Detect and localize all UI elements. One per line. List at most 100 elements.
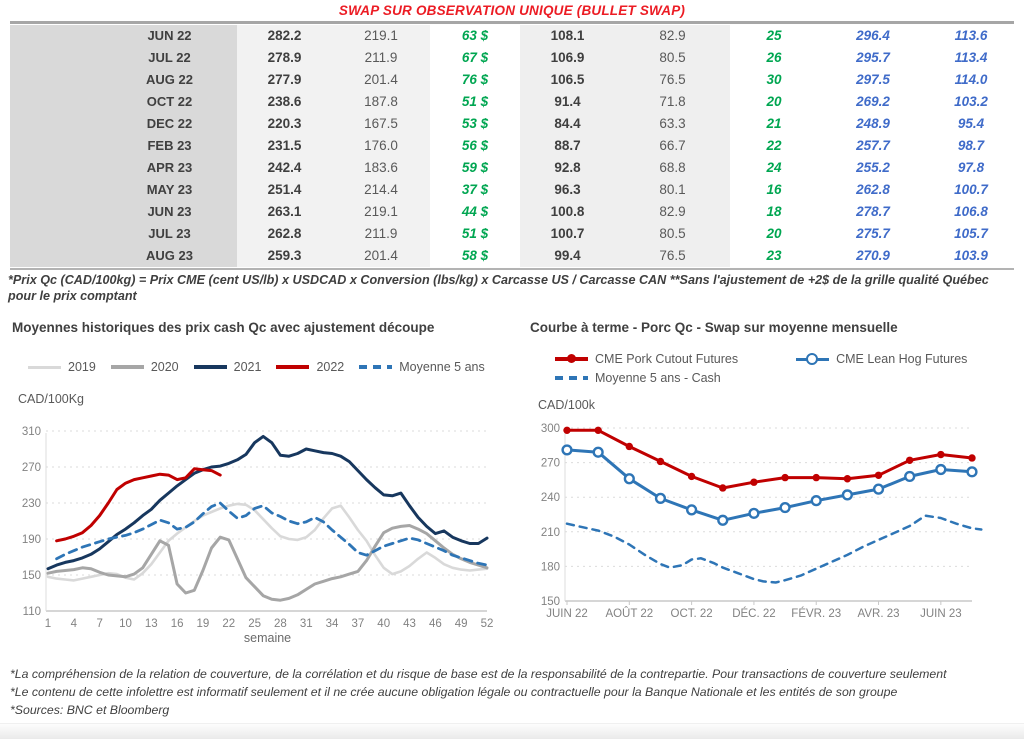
value-cell: 183.6 [332,157,430,179]
value-cell: 95.4 [928,113,1014,135]
month-cell: OCT 22 [10,91,237,113]
svg-text:4: 4 [71,618,78,630]
svg-text:7: 7 [96,618,102,630]
table-row: JUL 23 262.8 211.9 51 $100.7 80.5 20 275.7 105.… [10,223,1014,245]
month-cell: APR 23 [10,157,237,179]
value-cell: 30 [730,69,818,91]
svg-text:49: 49 [455,618,468,630]
legend-label: 2019 [68,360,96,374]
value-cell: 201.4 [332,245,430,267]
price-formula-footnote: *Prix Qc (CAD/100kg) = Prix CME (cent US… [8,273,989,303]
value-cell: 59 $ [430,157,520,179]
window-bottom-edge [0,723,1024,739]
table-row: JUN 23 263.1 219.1 44 $100.8 82.9 18 278.7 106.… [10,201,1014,223]
value-cell: 44 $ [430,201,520,223]
legend-item: 2022 [276,360,344,374]
divider-top [10,21,1014,24]
value-cell: 114.0 [928,69,1014,91]
value-cell: 296.4 [818,25,928,47]
value-cell: 108.1 [520,25,615,47]
svg-text:JUIN 22: JUIN 22 [546,608,588,620]
table-row: FEB 23 231.5 176.0 56 $88.7 66.7 22 257.7 98.7 [10,135,1014,157]
legend-label: Moyenne 5 ans [399,360,485,374]
svg-text:19: 19 [197,618,210,630]
disclaimer-footnotes: *La compréhension de la relation de couv… [10,665,1018,720]
value-cell: 96.3 [520,179,615,201]
legend-label: 2020 [150,360,179,374]
left-chart-unit-label: CAD/100Kg [18,392,85,406]
svg-text:DÉC. 22: DÉC. 22 [732,607,775,620]
value-cell: 98.7 [928,135,1014,157]
svg-text:110: 110 [23,606,41,618]
svg-text:310: 310 [22,426,41,438]
table-row: DEC 22 220.3 167.5 53 $84.4 63.3 21 248.9 95.4 [10,113,1014,135]
value-cell: 51 $ [430,91,520,113]
value-cell: 262.8 [818,179,928,201]
svg-text:40: 40 [377,618,390,630]
value-cell: 106.8 [928,201,1014,223]
svg-text:150: 150 [22,570,41,582]
table-row: OCT 22 238.6 187.8 51 $91.4 71.8 20 269.2 103.2 [10,91,1014,113]
value-cell: 255.2 [818,157,928,179]
legend-item: CME Lean Hog Futures [796,352,967,366]
legend-item: Moyenne 5 ans - Cash [555,371,721,385]
legend-item: 2020 [110,360,179,374]
legend-line-icon [110,365,144,369]
value-cell: 263.1 [237,201,332,223]
value-cell: 80.5 [615,47,730,69]
value-cell: 167.5 [332,113,430,135]
value-cell: 23 [730,245,818,267]
svg-text:13: 13 [145,618,158,630]
value-cell: 105.7 [928,223,1014,245]
table-row: APR 23 242.4 183.6 59 $92.8 68.8 24 255.2 97.8 [10,157,1014,179]
value-cell: 66.7 [615,135,730,157]
value-cell: 278.7 [818,201,928,223]
legend-item: Moyenne 5 ans [359,360,485,374]
value-cell: 56 $ [430,135,520,157]
value-cell: 58 $ [430,245,520,267]
value-cell: 100.8 [520,201,615,223]
svg-text:190: 190 [22,534,41,546]
value-cell: 259.3 [237,245,332,267]
value-cell: 84.4 [520,113,615,135]
value-cell: 25 [730,25,818,47]
month-cell: JUN 22 [10,25,237,47]
value-cell: 106.9 [520,47,615,69]
left-chart-title: Moyennes historiques des prix cash Qc av… [12,320,435,335]
sources-line: *Sources: BNC et Bloomberg [10,703,170,718]
right-chart-unit-label: CAD/100k [538,398,595,412]
month-cell: AUG 22 [10,69,237,91]
svg-text:300: 300 [541,423,560,435]
month-cell: FEB 23 [10,135,237,157]
value-cell: 219.1 [332,201,430,223]
value-cell: 82.9 [615,25,730,47]
value-cell: 106.5 [520,69,615,91]
value-cell: 103.9 [928,245,1014,267]
svg-text:240: 240 [541,492,560,504]
value-cell: 269.2 [818,91,928,113]
svg-text:230: 230 [22,498,41,510]
value-cell: 231.5 [237,135,332,157]
legend-label: CME Pork Cutout Futures [595,352,739,366]
table-row: JUN 22 282.2 219.1 63 $108.1 82.9 25 296.4 113.… [10,25,1014,47]
svg-text:1: 1 [45,618,51,630]
legend-line-icon [276,365,310,369]
value-cell: 113.4 [928,47,1014,69]
value-cell: 91.4 [520,91,615,113]
value-cell: 18 [730,201,818,223]
svg-text:OCT. 22: OCT. 22 [671,608,713,620]
historical-cash-price-chart: 110 150 190 230 270 310 1 4 7 10 13 16 19 22 25 28 31 34 3… [22,426,494,644]
value-cell: 113.6 [928,25,1014,47]
value-cell: 100.7 [928,179,1014,201]
page-title: SWAP SUR OBSERVATION UNIQUE (BULLET SWAP… [338,3,686,18]
value-cell: 97.8 [928,157,1014,179]
svg-text:37: 37 [351,618,364,630]
legend-line-icon [359,365,393,369]
value-cell: 201.4 [332,69,430,91]
svg-text:31: 31 [300,618,313,630]
value-cell: 278.9 [237,47,332,69]
disclaimer-line: *La compréhension de la relation de couv… [10,667,947,681]
month-cell: JUL 23 [10,223,237,245]
legend-item: CME Pork Cutout Futures [555,352,738,366]
